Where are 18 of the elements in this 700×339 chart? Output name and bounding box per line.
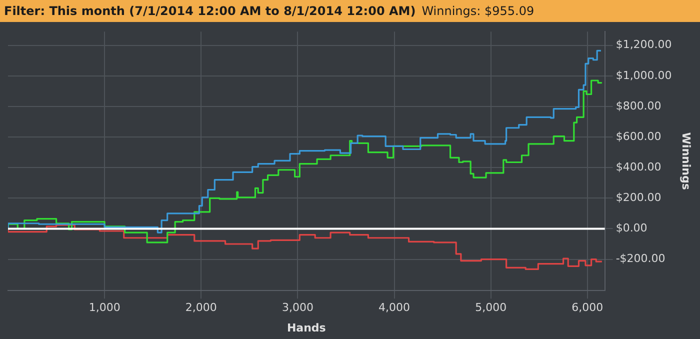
x-tick-label: 5,000: [475, 301, 507, 314]
y-tick-label: $200.00: [616, 191, 662, 204]
x-axis-title: Hands: [286, 321, 326, 334]
y-tick-label: $800.00: [616, 99, 662, 112]
x-tick-label: 1,000: [88, 301, 120, 314]
chart-subtitle: Winnings: $955.09: [422, 4, 534, 18]
y-tick-label: $1,000.00: [616, 68, 672, 82]
y-tick-label: $1,200.00: [616, 38, 672, 52]
x-tick-label: 4,000: [378, 301, 410, 314]
y-tick-label: $0.00: [616, 222, 648, 235]
y-tick-label: $400.00: [616, 160, 662, 174]
x-tick-label: 6,000: [572, 301, 604, 314]
y-tick-label: $600.00: [616, 130, 662, 143]
x-tick-label: 3,000: [282, 301, 314, 314]
chart-title: Filter: This month (7/1/2014 12:00 AM to 8/1/2014 12:00 AM): [4, 4, 416, 18]
y-tick-label: -$200.00: [616, 252, 666, 266]
y-axis-title: Winnings: [680, 132, 693, 190]
x-tick-label: 2,000: [185, 301, 217, 314]
